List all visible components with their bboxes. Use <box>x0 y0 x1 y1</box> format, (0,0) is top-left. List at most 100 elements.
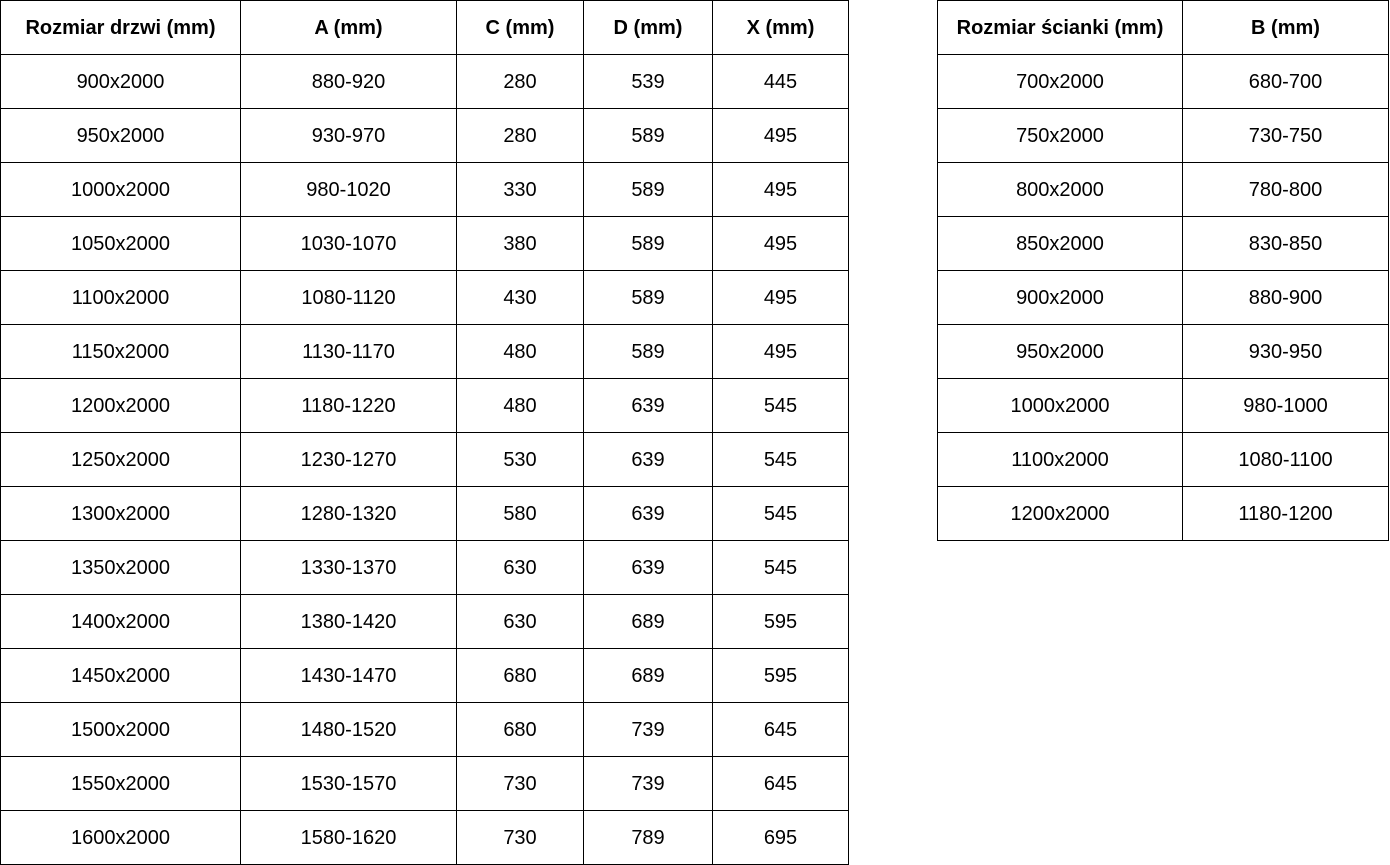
table-cell: 639 <box>583 432 713 487</box>
table-cell: 700x2000 <box>937 54 1183 109</box>
table-cell: 589 <box>583 324 713 379</box>
table-cell: 495 <box>712 216 849 271</box>
table-cell: 1250x2000 <box>0 432 241 487</box>
table-cell: 595 <box>712 594 849 649</box>
table-row: 700x2000 680-700 <box>937 54 1389 109</box>
table-cell: 545 <box>712 432 849 487</box>
table-cell: 1230-1270 <box>240 432 457 487</box>
table-cell: 880-920 <box>240 54 457 109</box>
wall-table-header-row: Rozmiar ścianki (mm) B (mm) <box>937 0 1389 55</box>
table-cell: 730 <box>456 810 584 865</box>
table-cell: 680-700 <box>1182 54 1389 109</box>
table-row: 1050x2000 1030-1070 380 589 495 <box>0 216 849 271</box>
column-header: B (mm) <box>1182 0 1389 55</box>
table-cell: 1000x2000 <box>0 162 241 217</box>
table-cell: 850x2000 <box>937 216 1183 271</box>
table-cell: 689 <box>583 594 713 649</box>
table-cell: 589 <box>583 108 713 163</box>
table-cell: 695 <box>712 810 849 865</box>
door-sizes-table: Rozmiar drzwi (mm) A (mm) C (mm) D (mm) X (m… <box>0 0 849 865</box>
table-cell: 980-1000 <box>1182 378 1389 433</box>
table-cell: 1030-1070 <box>240 216 457 271</box>
table-cell: 639 <box>583 378 713 433</box>
door-table-header-row: Rozmiar drzwi (mm) A (mm) C (mm) D (mm) X (m… <box>0 0 849 55</box>
table-row: 1200x2000 1180-1220 480 639 545 <box>0 378 849 433</box>
table-cell: 680 <box>456 648 584 703</box>
table-cell: 1300x2000 <box>0 486 241 541</box>
table-cell: 689 <box>583 648 713 703</box>
table-row: 800x2000 780-800 <box>937 162 1389 217</box>
column-header: X (mm) <box>712 0 849 55</box>
door-table-body: 900x2000 880-920 280 539 445 950x2000 930-970 2… <box>0 54 849 865</box>
column-header: A (mm) <box>240 0 457 55</box>
table-cell: 645 <box>712 756 849 811</box>
table-cell: 950x2000 <box>0 108 241 163</box>
table-cell: 1200x2000 <box>0 378 241 433</box>
table-cell: 900x2000 <box>937 270 1183 325</box>
table-cell: 1080-1100 <box>1182 432 1389 487</box>
table-cell: 380 <box>456 216 584 271</box>
table-cell: 589 <box>583 162 713 217</box>
table-cell: 750x2000 <box>937 108 1183 163</box>
table-row: 1500x2000 1480-1520 680 739 645 <box>0 702 849 757</box>
table-row: 1150x2000 1130-1170 480 589 495 <box>0 324 849 379</box>
table-cell: 430 <box>456 270 584 325</box>
table-cell: 1450x2000 <box>0 648 241 703</box>
table-row: 1100x2000 1080-1100 <box>937 432 1389 487</box>
table-row: 1450x2000 1430-1470 680 689 595 <box>0 648 849 703</box>
table-cell: 280 <box>456 54 584 109</box>
table-cell: 1180-1200 <box>1182 486 1389 541</box>
table-cell: 1480-1520 <box>240 702 457 757</box>
table-cell: 630 <box>456 540 584 595</box>
table-cell: 639 <box>583 486 713 541</box>
table-cell: 1180-1220 <box>240 378 457 433</box>
table-row: 1250x2000 1230-1270 530 639 545 <box>0 432 849 487</box>
table-cell: 930-970 <box>240 108 457 163</box>
table-cell: 589 <box>583 270 713 325</box>
table-cell: 645 <box>712 702 849 757</box>
table-cell: 580 <box>456 486 584 541</box>
table-cell: 1530-1570 <box>240 756 457 811</box>
table-cell: 980-1020 <box>240 162 457 217</box>
table-row: 750x2000 730-750 <box>937 108 1389 163</box>
table-row: 1350x2000 1330-1370 630 639 545 <box>0 540 849 595</box>
table-cell: 900x2000 <box>0 54 241 109</box>
table-row: 1100x2000 1080-1120 430 589 495 <box>0 270 849 325</box>
wall-table-body: 700x2000 680-700 750x2000 730-750 800x2000 78… <box>937 54 1389 541</box>
wall-sizes-table: Rozmiar ścianki (mm) B (mm) 700x2000 680-7… <box>937 0 1389 541</box>
table-cell: 480 <box>456 324 584 379</box>
table-row: 1400x2000 1380-1420 630 689 595 <box>0 594 849 649</box>
table-row: 1300x2000 1280-1320 580 639 545 <box>0 486 849 541</box>
table-row: 1000x2000 980-1020 330 589 495 <box>0 162 849 217</box>
table-cell: 445 <box>712 54 849 109</box>
table-cell: 930-950 <box>1182 324 1389 379</box>
table-cell: 730-750 <box>1182 108 1389 163</box>
table-cell: 780-800 <box>1182 162 1389 217</box>
table-cell: 1350x2000 <box>0 540 241 595</box>
table-row: 1000x2000 980-1000 <box>937 378 1389 433</box>
table-row: 1600x2000 1580-1620 730 789 695 <box>0 810 849 865</box>
column-header: Rozmiar ścianki (mm) <box>937 0 1183 55</box>
table-row: 850x2000 830-850 <box>937 216 1389 271</box>
table-cell: 1100x2000 <box>937 432 1183 487</box>
table-cell: 1430-1470 <box>240 648 457 703</box>
table-cell: 1500x2000 <box>0 702 241 757</box>
table-cell: 630 <box>456 594 584 649</box>
table-cell: 480 <box>456 378 584 433</box>
table-cell: 495 <box>712 162 849 217</box>
table-cell: 280 <box>456 108 584 163</box>
table-cell: 1100x2000 <box>0 270 241 325</box>
table-cell: 880-900 <box>1182 270 1389 325</box>
table-cell: 680 <box>456 702 584 757</box>
table-cell: 1330-1370 <box>240 540 457 595</box>
table-row: 1550x2000 1530-1570 730 739 645 <box>0 756 849 811</box>
table-cell: 495 <box>712 324 849 379</box>
table-cell: 1150x2000 <box>0 324 241 379</box>
table-cell: 1280-1320 <box>240 486 457 541</box>
table-cell: 739 <box>583 702 713 757</box>
table-cell: 1550x2000 <box>0 756 241 811</box>
table-cell: 545 <box>712 378 849 433</box>
table-cell: 1050x2000 <box>0 216 241 271</box>
table-cell: 330 <box>456 162 584 217</box>
